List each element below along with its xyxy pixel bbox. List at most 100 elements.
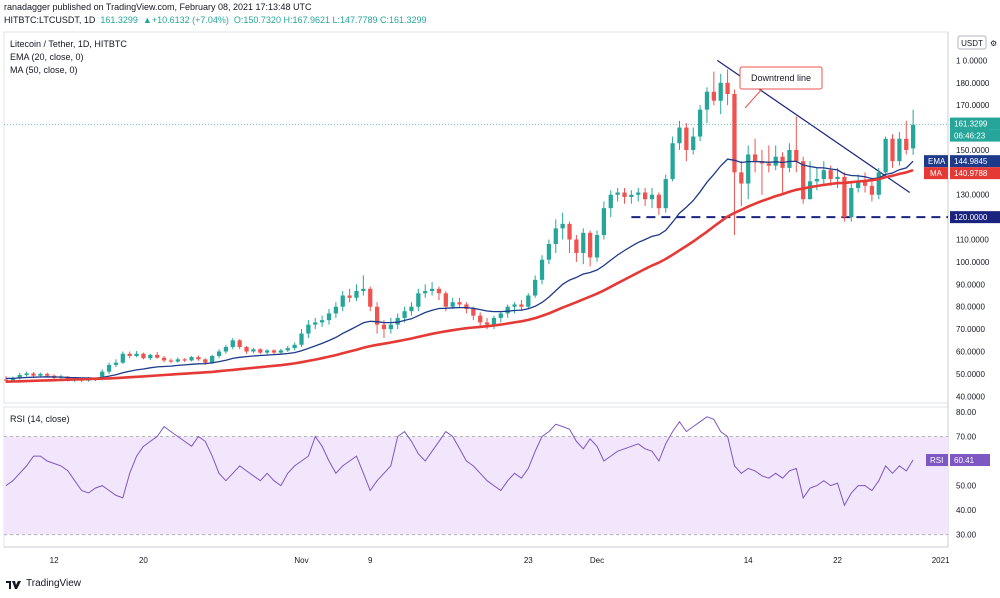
legend-ema[interactable]: EMA (20, close, 0) bbox=[10, 52, 84, 62]
candle-body bbox=[423, 291, 428, 294]
candle-body bbox=[155, 354, 160, 358]
candle-body bbox=[849, 188, 854, 218]
price-tick-label: 1 0.0000 bbox=[956, 56, 988, 65]
candle-body bbox=[141, 353, 146, 359]
price-badges: 161.3299 06:46:23 EMA 144.9845 MA 140.9788 120… bbox=[924, 117, 1000, 467]
ma-badge-tag: MA bbox=[930, 169, 943, 178]
candle-body bbox=[636, 192, 641, 195]
candle-body bbox=[821, 170, 826, 180]
candle-body bbox=[17, 375, 22, 379]
candle-body bbox=[608, 194, 613, 209]
candle-body bbox=[120, 353, 125, 363]
candle-body bbox=[574, 239, 579, 253]
candle-body bbox=[588, 232, 593, 258]
candle-body bbox=[856, 181, 861, 189]
candle-body bbox=[512, 304, 517, 307]
price-tick-label: 50.0000 bbox=[956, 370, 985, 379]
candle-body bbox=[498, 313, 503, 318]
candle-body bbox=[656, 194, 661, 209]
candle-body bbox=[395, 317, 400, 325]
rsi-line bbox=[5, 416, 914, 507]
candle-body bbox=[560, 223, 565, 229]
footer-brand: TradingView bbox=[26, 578, 82, 589]
candle-body bbox=[539, 259, 545, 280]
candle-body bbox=[450, 302, 455, 307]
candle-body bbox=[333, 306, 338, 314]
candle-body bbox=[161, 357, 167, 361]
rsi-tick-label: 30.00 bbox=[956, 531, 977, 540]
candle-body bbox=[31, 373, 36, 376]
candle-body bbox=[354, 291, 359, 298]
candle-body bbox=[691, 136, 696, 150]
candle-body bbox=[65, 376, 70, 381]
unit-label: USDT bbox=[961, 39, 983, 48]
candle-body bbox=[148, 354, 153, 359]
candle-body bbox=[368, 288, 373, 307]
candle-body bbox=[381, 324, 387, 330]
ma-badge: 140.9788 bbox=[954, 169, 988, 178]
candle-body bbox=[649, 194, 655, 200]
candle-body bbox=[203, 359, 208, 363]
candle-body bbox=[127, 353, 132, 356]
settings-icon: ⚙ bbox=[990, 39, 997, 48]
candle-body bbox=[670, 143, 675, 180]
ema-line bbox=[6, 158, 914, 380]
rsi-tick-label: 50.00 bbox=[956, 482, 977, 491]
candle-body bbox=[869, 185, 875, 195]
candle-body bbox=[828, 170, 833, 180]
candle-body bbox=[601, 208, 607, 236]
legend-title[interactable]: Litecoin / Tether, 1D, HITBTC bbox=[10, 39, 127, 49]
candle-body bbox=[546, 244, 552, 260]
candle-body bbox=[553, 228, 558, 245]
price-tick-label: 130.0000 bbox=[956, 191, 990, 200]
candle-body bbox=[416, 293, 421, 307]
candle-body bbox=[471, 308, 476, 316]
downtrend-annotation[interactable]: Downtrend line bbox=[739, 66, 823, 109]
ma-badge-tag-bg bbox=[924, 167, 948, 180]
candle-body bbox=[299, 333, 304, 345]
candle-body bbox=[374, 306, 380, 325]
legend-ma[interactable]: MA (50, close, 0) bbox=[10, 65, 78, 75]
candle-body bbox=[113, 362, 119, 365]
candle-body bbox=[196, 357, 201, 360]
candle-body bbox=[210, 355, 215, 363]
candle-body bbox=[752, 154, 758, 162]
ema-badge-tag-bg bbox=[924, 155, 948, 168]
candle-body bbox=[615, 192, 620, 195]
time-tick-label: 9 bbox=[368, 556, 373, 565]
price-tick-label: 150.0000 bbox=[956, 146, 990, 155]
last-price-badge-bg bbox=[950, 117, 1000, 130]
time-tick-label: Dec bbox=[590, 556, 604, 565]
candle-body bbox=[732, 93, 737, 173]
annotation-text: Downtrend line bbox=[751, 73, 811, 83]
rsi-legend[interactable]: RSI (14, close) bbox=[10, 414, 70, 424]
candle-body bbox=[794, 149, 799, 162]
candle-body bbox=[223, 347, 229, 352]
candle-body bbox=[642, 192, 648, 200]
candle-body bbox=[168, 360, 174, 362]
candle-body bbox=[876, 172, 881, 195]
candle-body bbox=[519, 304, 524, 307]
rsi-band-bounds bbox=[4, 436, 948, 536]
candle-body bbox=[807, 181, 813, 200]
candle-body bbox=[835, 176, 840, 180]
candle-body bbox=[319, 320, 325, 323]
ma-line bbox=[5, 168, 914, 383]
rsi-badge-tag: RSI bbox=[930, 456, 943, 465]
candle-body bbox=[890, 138, 895, 162]
time-tick-label: 2021 bbox=[932, 556, 950, 565]
candle-body bbox=[409, 306, 414, 312]
candle-body bbox=[897, 138, 902, 162]
time-axis[interactable]: 1220Nov923Dec142220211119Feb15 bbox=[50, 556, 1000, 565]
candle-body bbox=[581, 232, 586, 253]
candle-body bbox=[340, 295, 345, 307]
price-tick-label: 110.0000 bbox=[956, 236, 989, 245]
candles bbox=[3, 69, 916, 383]
candle-body bbox=[904, 138, 909, 150]
support-badge-bg bbox=[950, 211, 1000, 224]
candle-body bbox=[216, 351, 222, 356]
candle-body bbox=[361, 288, 366, 292]
ema-badge-tag: EMA bbox=[928, 157, 946, 166]
